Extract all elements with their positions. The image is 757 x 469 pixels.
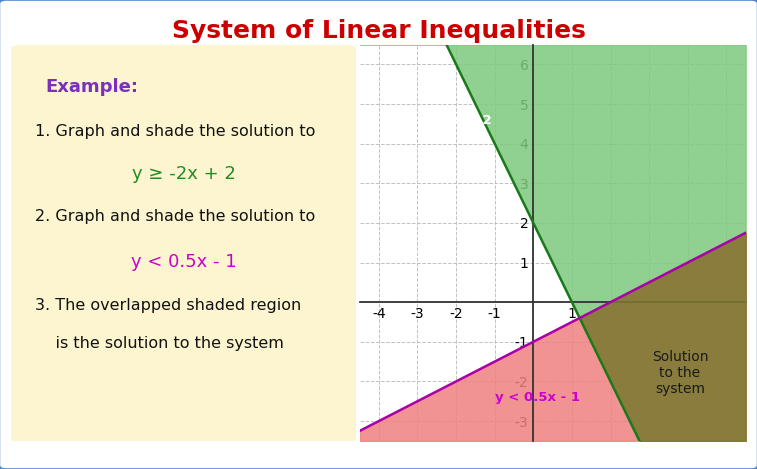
- Text: 3. The overlapped shaded region: 3. The overlapped shaded region: [36, 298, 302, 313]
- Text: Example:: Example:: [46, 78, 139, 96]
- Text: is the solution to the system: is the solution to the system: [36, 336, 285, 351]
- Text: y < 0.5x - 1: y < 0.5x - 1: [131, 253, 236, 271]
- Text: y < 0.5x - 1: y < 0.5x - 1: [495, 391, 580, 404]
- FancyBboxPatch shape: [5, 45, 363, 445]
- Text: 2. Graph and shade the solution to: 2. Graph and shade the solution to: [36, 209, 316, 224]
- Text: y ≥ -2x + 2: y ≥ -2x + 2: [132, 166, 235, 183]
- Text: y ≥ -2x + 2: y ≥ -2x + 2: [410, 114, 491, 127]
- Text: System of Linear Inequalities: System of Linear Inequalities: [172, 19, 585, 43]
- Text: Solution
to the
system: Solution to the system: [652, 350, 709, 396]
- Text: 1. Graph and shade the solution to: 1. Graph and shade the solution to: [36, 124, 316, 139]
